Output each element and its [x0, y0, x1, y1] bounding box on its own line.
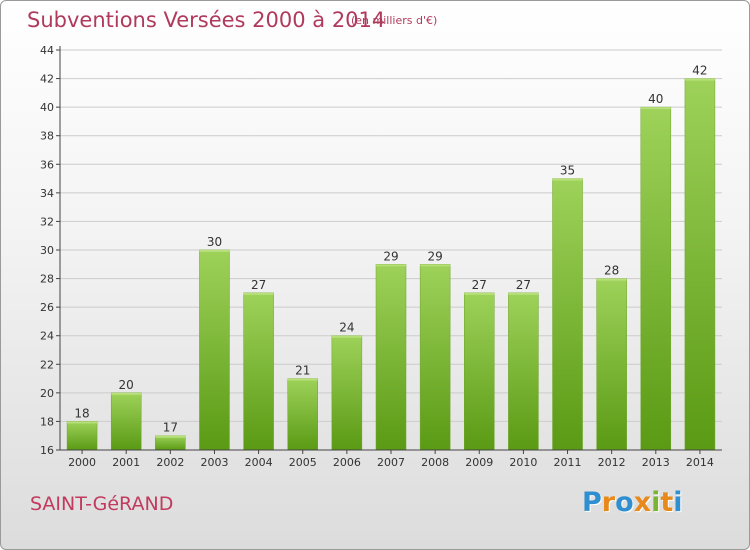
x-tick-label: 2003 — [200, 456, 228, 469]
logo-letter: o — [615, 487, 634, 518]
data-label: 29 — [383, 249, 398, 263]
bar-top-highlight — [331, 335, 362, 338]
bar-top-highlight — [287, 378, 318, 381]
bar — [155, 435, 186, 451]
commune-name: SAINT-GéRAND — [30, 493, 174, 515]
y-tick-label: 22 — [40, 358, 54, 371]
logo-letter: r — [601, 487, 616, 518]
bar-top-highlight — [111, 392, 142, 395]
bar — [110, 392, 142, 451]
x-tick-label: 2001 — [112, 456, 140, 469]
data-label: 17 — [163, 421, 178, 435]
logo-letter: t — [660, 487, 674, 518]
y-tick-label: 36 — [40, 158, 54, 171]
x-tick-label: 2004 — [245, 456, 273, 469]
data-label: 35 — [560, 164, 575, 178]
bar — [640, 106, 672, 451]
x-tick-label: 2011 — [554, 456, 582, 469]
bar — [331, 335, 363, 451]
bar-top-highlight — [67, 421, 98, 424]
y-tick-label: 30 — [40, 244, 54, 257]
y-tick-label: 44 — [40, 44, 54, 57]
bar — [552, 178, 583, 451]
x-tick-label: 2000 — [68, 456, 96, 469]
bar-top-highlight — [684, 78, 715, 81]
y-tick-label: 20 — [40, 387, 54, 400]
bar — [66, 421, 98, 451]
bar — [419, 264, 451, 451]
y-tick-label: 16 — [40, 444, 54, 457]
axes: 16 18 20 22 24 26 28 30 32 34 36 38 40 42 44 2000 2001 20… — [40, 44, 722, 469]
bar — [375, 264, 407, 451]
bar-top-highlight — [376, 264, 406, 267]
bar-top-highlight — [552, 178, 583, 181]
data-label: 27 — [472, 278, 487, 292]
chart-subtitle: (en milliers d'€) — [351, 14, 438, 27]
data-label: 42 — [692, 64, 707, 78]
x-tick-label: 2008 — [421, 456, 449, 469]
x-tick-label: 2005 — [289, 456, 317, 469]
bars: 18 20 17 30 27 21 24 29 29 27 27 35 28 40 42 — [66, 64, 716, 451]
data-label: 29 — [427, 249, 442, 263]
bar — [243, 292, 274, 451]
x-tick-label: 2010 — [509, 456, 537, 469]
logo-letter: x — [633, 487, 652, 518]
logo-letter: i — [651, 487, 661, 518]
bar — [199, 249, 230, 451]
data-label: 30 — [207, 235, 222, 249]
y-tick-label: 40 — [40, 101, 54, 114]
logo-letter: i — [673, 487, 683, 518]
data-label: 24 — [339, 321, 354, 335]
y-tick-label: 42 — [40, 73, 54, 86]
data-label: 18 — [74, 406, 89, 420]
x-tick-label: 2014 — [686, 456, 714, 469]
y-tick-label: 24 — [40, 330, 54, 343]
bar — [287, 378, 318, 451]
y-tick-label: 26 — [40, 301, 54, 314]
bar — [464, 292, 495, 451]
bar-top-highlight — [199, 250, 230, 252]
y-tick-label: 18 — [40, 415, 54, 428]
y-tick-label: 34 — [40, 187, 54, 200]
x-tick-label: 2009 — [465, 456, 493, 469]
data-label: 20 — [119, 378, 134, 392]
bar — [684, 78, 716, 451]
bar-top-highlight — [464, 292, 495, 295]
bar-top-highlight — [155, 435, 186, 438]
y-tick-label: 32 — [40, 215, 54, 228]
data-label: 40 — [648, 92, 663, 106]
bar-top-highlight — [640, 107, 671, 110]
y-tick-label: 28 — [40, 273, 54, 286]
bar — [508, 292, 539, 451]
bar-top-highlight — [508, 292, 539, 295]
data-label: 21 — [295, 364, 310, 378]
bar-top-highlight — [420, 264, 451, 267]
x-tick-label: 2007 — [377, 456, 405, 469]
proxiti-logo[interactable]: Proxiti — [582, 487, 683, 518]
x-tick-label: 2002 — [156, 456, 184, 469]
bar — [596, 278, 627, 451]
data-label: 27 — [516, 278, 531, 292]
y-tick-label: 38 — [40, 130, 54, 143]
data-label: 28 — [604, 264, 619, 278]
x-tick-label: 2012 — [598, 456, 626, 469]
x-tick-label: 2013 — [642, 456, 670, 469]
x-tick-label: 2006 — [333, 456, 361, 469]
chart-title: Subventions Versées 2000 à 2014 — [27, 8, 386, 32]
bar-top-highlight — [243, 292, 274, 295]
logo-letter: P — [582, 487, 602, 518]
data-label: 27 — [251, 278, 266, 292]
bar-top-highlight — [596, 278, 627, 281]
